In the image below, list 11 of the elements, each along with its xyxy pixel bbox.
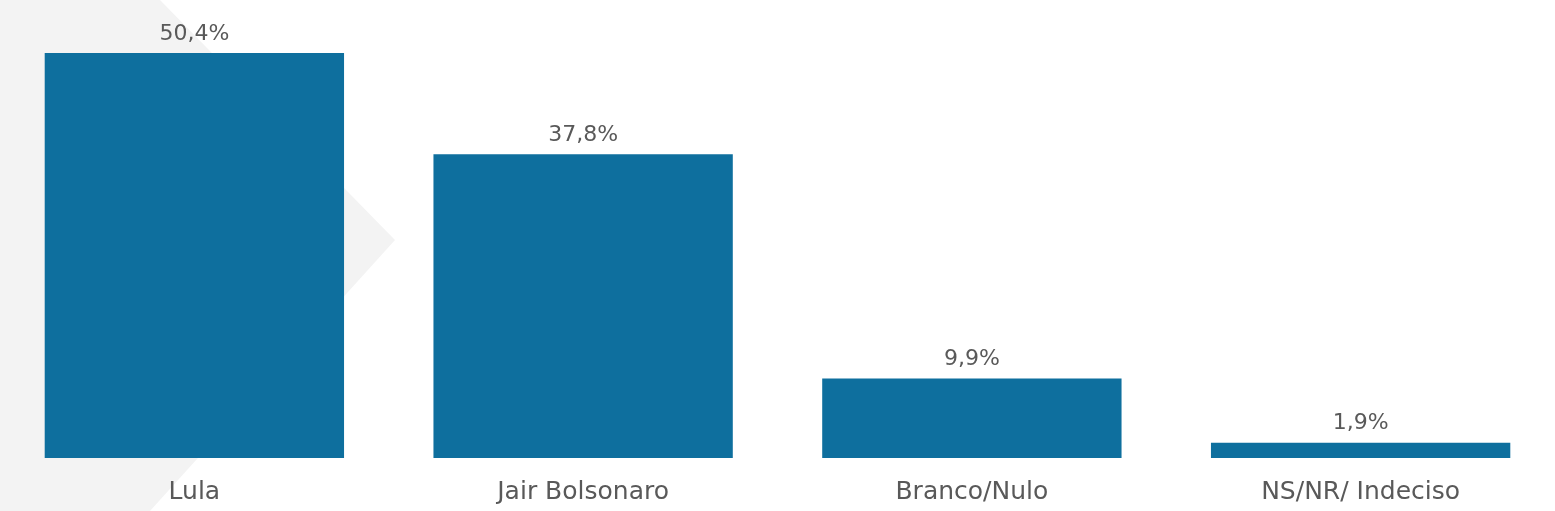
bar [822,378,1122,458]
x-tick-label: Lula [168,476,221,505]
data-label: 37,8% [548,120,619,146]
x-tick-label: NS/NR/ Indeciso [1261,476,1461,505]
data-label: 1,9% [1332,409,1389,435]
x-tick-label: Jair Bolsonaro [495,476,670,505]
bar [1210,442,1511,458]
data-label: 50,4% [159,19,230,45]
data-label: 9,9% [943,344,1000,370]
bar [433,154,733,458]
x-tick-label: Branco/Nulo [895,476,1049,505]
